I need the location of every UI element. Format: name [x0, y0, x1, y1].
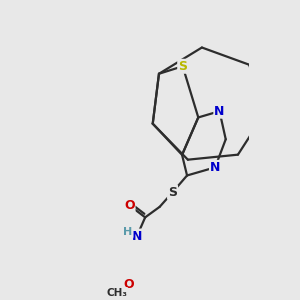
Text: O: O	[124, 199, 135, 212]
Text: N: N	[214, 105, 225, 118]
Text: CH₃: CH₃	[106, 288, 127, 298]
Text: N: N	[132, 230, 142, 243]
Text: H: H	[123, 227, 133, 237]
Text: S: S	[178, 60, 187, 73]
Text: O: O	[124, 278, 134, 291]
Text: N: N	[210, 161, 220, 174]
Text: S: S	[168, 186, 177, 199]
